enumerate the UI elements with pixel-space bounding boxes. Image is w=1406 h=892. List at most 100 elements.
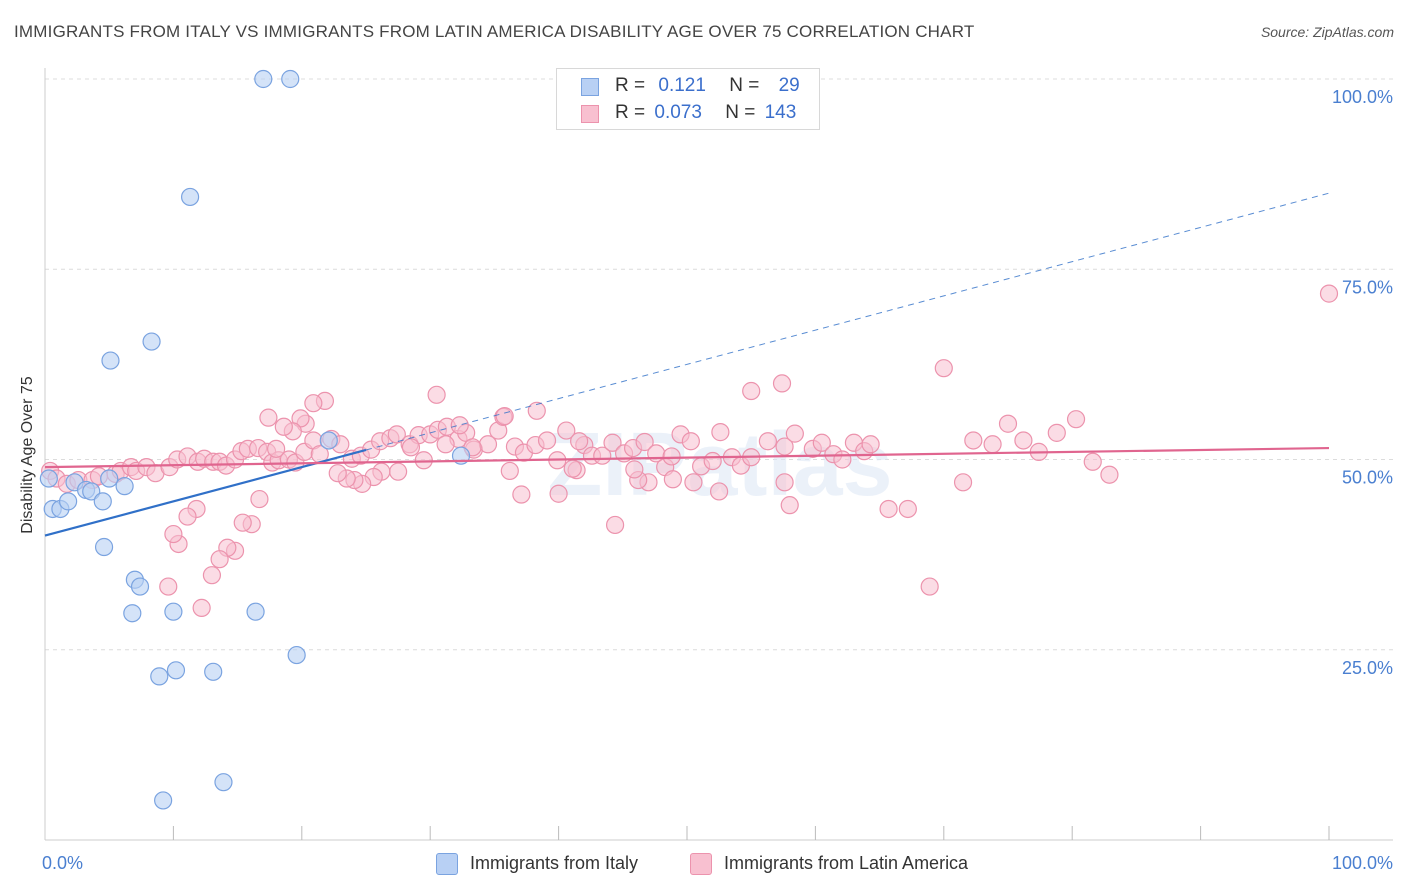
italy-point — [94, 537, 114, 557]
italy-point — [319, 431, 338, 450]
y-tick-label: 100.0% — [1332, 87, 1393, 107]
x-tick-label: 100.0% — [1332, 853, 1393, 873]
latam-point — [709, 482, 729, 501]
italy-r-value: 0.121 — [658, 75, 706, 96]
latam-point — [512, 485, 531, 504]
italy-point — [101, 351, 120, 370]
gridlines — [45, 78, 1393, 651]
italy-point — [180, 187, 200, 207]
latam-trend-line — [44, 446, 1330, 469]
latam-point — [812, 433, 831, 452]
latam-point — [164, 524, 183, 544]
latam-point — [983, 435, 1002, 454]
italy-point — [100, 469, 119, 488]
latam-point — [625, 460, 644, 479]
latam-point — [964, 431, 983, 450]
latam-point — [427, 385, 446, 404]
chart-title: IMMIGRANTS FROM ITALY VS IMMIGRANTS FROM… — [14, 22, 975, 41]
axes — [44, 68, 1393, 841]
latam-point — [635, 432, 654, 452]
latam-point — [159, 577, 178, 596]
latam-point — [681, 432, 700, 451]
latam-r-label: R = — [615, 102, 646, 123]
latam-point — [662, 447, 681, 466]
latam-point — [178, 507, 197, 526]
latam-point — [1047, 423, 1066, 442]
latam-point — [233, 513, 252, 532]
italy-point — [281, 69, 300, 89]
latam-point — [742, 381, 761, 401]
latam-point — [557, 421, 576, 440]
latam-point — [500, 461, 519, 481]
latam-point — [603, 433, 622, 452]
latam-point — [250, 489, 269, 509]
latam-point — [401, 438, 421, 457]
legend-latam-swatch — [690, 853, 712, 875]
latam-point — [304, 394, 323, 413]
latam-point — [785, 424, 804, 443]
latam-point — [387, 425, 406, 444]
latam-point — [527, 401, 546, 420]
latam-point — [1100, 465, 1119, 484]
latam-point — [684, 473, 703, 492]
latam-n-label: N = — [725, 102, 756, 123]
italy-trend-extension — [365, 192, 1330, 451]
latam-point — [1014, 431, 1033, 450]
italy-n-label: N = — [729, 75, 760, 96]
latam-point — [703, 451, 722, 471]
italy-point — [164, 602, 183, 621]
latam-swatch — [581, 105, 599, 123]
italy-point — [142, 332, 161, 351]
italy-n-value: 29 — [778, 75, 800, 96]
italy-point — [150, 667, 169, 686]
italy-r-label: R = — [615, 75, 646, 96]
italy-point — [39, 469, 58, 488]
italy-point — [214, 773, 233, 792]
latam-point — [920, 577, 939, 596]
latam-point — [495, 407, 514, 426]
italy-point — [115, 477, 134, 496]
latam-point — [861, 435, 880, 454]
latam-point — [436, 435, 455, 454]
latam-point — [934, 359, 953, 378]
source-label: Source: ZipAtlas.com — [1260, 24, 1394, 40]
latam-point — [414, 451, 433, 470]
italy-point — [123, 604, 142, 623]
latam-r-value: 0.073 — [654, 102, 702, 123]
latam-point — [389, 462, 408, 481]
latam-point — [1083, 452, 1102, 471]
latam-point — [879, 499, 898, 519]
latam-point — [780, 496, 799, 515]
italy-point — [82, 482, 101, 501]
latam-point — [663, 470, 682, 489]
latam-point — [998, 414, 1018, 433]
latam-n-value: 143 — [764, 102, 797, 123]
italy-point — [166, 661, 186, 680]
latam-point — [328, 464, 347, 483]
latam-point — [274, 417, 293, 436]
legend-italy-swatch — [436, 853, 458, 875]
italy-point — [287, 645, 306, 665]
latam-point — [605, 515, 625, 535]
latam-point — [267, 439, 286, 458]
latam-point — [953, 473, 973, 492]
latam-point — [570, 432, 589, 451]
italy-point — [154, 791, 173, 810]
latam-point — [450, 416, 469, 435]
latam-point — [758, 432, 777, 451]
stats-legend: R = 0.121 N = 29 R = 0.073 N = 143 — [556, 68, 820, 130]
latam-point — [833, 450, 852, 469]
latam-point — [192, 598, 211, 617]
latam-point — [259, 408, 278, 427]
y-tick-label: 25.0% — [1342, 658, 1393, 678]
latam-point — [772, 374, 792, 393]
latam-point — [711, 423, 730, 442]
latam-stats: R = 0.073 N = 143 — [615, 102, 796, 124]
legend-italy-label: Immigrants from Italy — [470, 853, 639, 873]
latam-point — [775, 473, 794, 492]
italy-point — [59, 492, 78, 511]
italy-stats: R = 0.121 N = 29 — [615, 75, 800, 97]
italy-point — [246, 602, 265, 621]
italy-swatch — [581, 78, 599, 96]
